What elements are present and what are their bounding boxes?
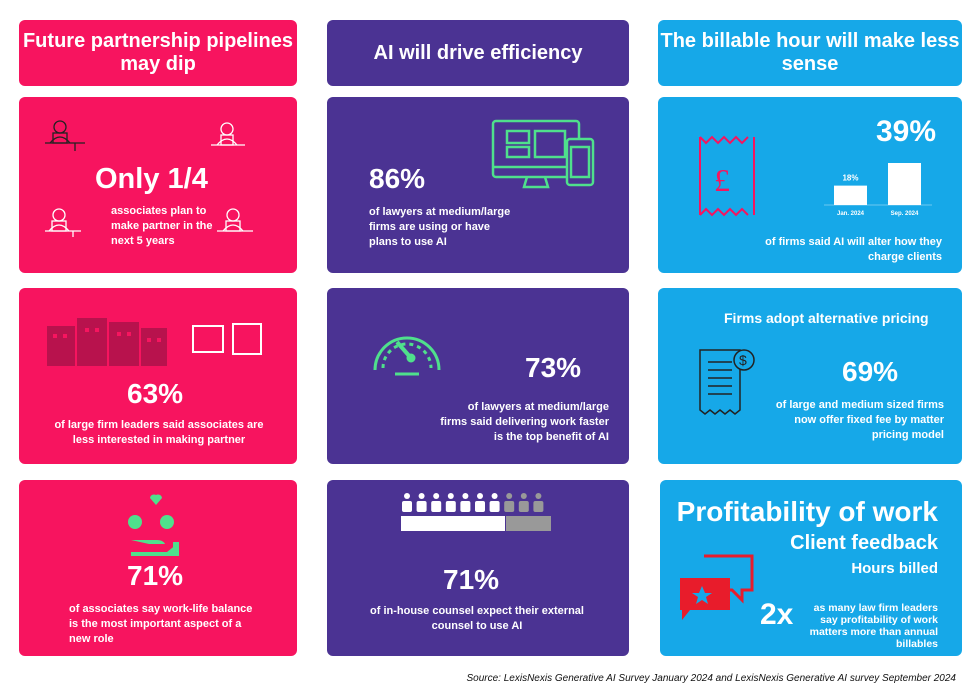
person-icon — [533, 493, 544, 512]
line-profitability: Profitability of work — [676, 496, 938, 527]
chat-bubbles-star-icon — [680, 554, 754, 620]
stat: 63% — [127, 378, 184, 409]
header-efficiency: AI will drive efficiency — [327, 20, 629, 86]
source-note: Source: LexisNexis Generative AI Survey … — [466, 673, 956, 684]
card-less-interested: 63% of large firm leaders said associate… — [19, 288, 297, 464]
person-icon — [475, 493, 485, 512]
stat: 2x — [760, 598, 794, 631]
person-icon — [504, 493, 515, 512]
office-buildings-icon — [47, 318, 262, 366]
header-partnership: Future partnership pipelines may dip — [19, 20, 297, 86]
card-title: Firms adopt alternative pricing — [724, 310, 929, 326]
data-label: 18% — [842, 174, 858, 183]
stat: 71% — [443, 564, 500, 595]
bar-chart: Jan. 2024 18% Sep. 2024 — [824, 163, 932, 217]
bar — [888, 163, 921, 205]
description: as many law firm leaders say profitabili… — [809, 602, 938, 650]
person-icon — [518, 493, 529, 512]
person-icon — [460, 493, 471, 512]
person-icon — [431, 493, 442, 512]
person-icon — [445, 493, 456, 512]
card-alt-pricing: Firms adopt alternative pricing $ 69% of… — [658, 288, 962, 464]
card-in-house: 71% of in-house counsel expect their ext… — [327, 480, 629, 656]
stat: 71% — [127, 560, 184, 591]
header-billable-hour: The billable hour will make less sense — [658, 20, 962, 86]
person-icon — [489, 493, 500, 512]
card-faster: 73% of lawyers at medium/large firms sai… — [327, 288, 629, 464]
invoice-dollar-icon: $ — [699, 349, 755, 415]
hand-money-time-icon — [128, 494, 179, 556]
people-bar-rest — [506, 516, 551, 531]
description: associates plan to make partner in the n… — [111, 205, 213, 247]
description: of in-house counsel expect their externa… — [370, 605, 584, 632]
devices-icon — [491, 119, 595, 189]
description: of associates say work-life balance is t… — [69, 603, 253, 645]
bar — [834, 185, 867, 205]
card-make-partner: Only 1/4 associates plan to make partner… — [19, 97, 297, 273]
person-icon — [416, 493, 427, 512]
card-charge-clients: £ 39% Jan. 2024 18% Sep. 2024 of firms sai… — [658, 97, 962, 273]
stat: 39% — [876, 115, 937, 148]
pound-receipt-icon: £ — [699, 135, 755, 217]
speedometer-icon — [373, 336, 441, 376]
stat: 69% — [842, 356, 899, 387]
card-using-ai: 86% of lawyers at medium/large firms are… — [327, 97, 629, 273]
stat: 73% — [525, 352, 582, 383]
description: of large and medium sized firms now offe… — [775, 399, 944, 441]
x-tick-label: Jan. 2024 — [837, 211, 865, 217]
card-profitability: Profitability of work Client feedback Ho… — [660, 480, 962, 656]
stat: 86% — [369, 163, 426, 194]
svg-text:$: $ — [739, 352, 747, 368]
stat: Only 1/4 — [95, 163, 208, 195]
line-client-feedback: Client feedback — [790, 532, 938, 554]
person-at-laptop-icon — [45, 120, 253, 237]
person-icon — [402, 493, 412, 512]
svg-text:£: £ — [714, 162, 730, 198]
card-work-life: 71% of associates say work-life balance … — [19, 480, 297, 656]
people-bar-highlighted — [401, 516, 505, 531]
people-icon — [401, 493, 551, 531]
x-tick-label: Sep. 2024 — [891, 211, 919, 217]
description: of lawyers at medium/large firms are usi… — [369, 206, 511, 248]
description: of large firm leaders said associates ar… — [54, 419, 264, 446]
description: of lawyers at medium/large firms said de… — [440, 401, 609, 443]
description: of firms said AI will alter how they cha… — [765, 236, 942, 263]
line-hours-billed: Hours billed — [851, 560, 938, 577]
